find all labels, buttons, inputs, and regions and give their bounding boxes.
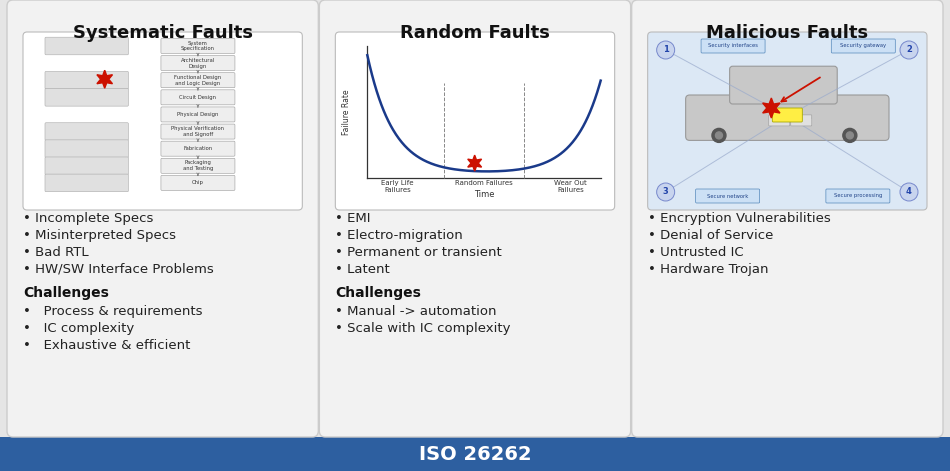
Text: • Permanent or transient: • Permanent or transient xyxy=(335,246,503,259)
FancyBboxPatch shape xyxy=(648,32,927,210)
FancyBboxPatch shape xyxy=(695,189,760,203)
Polygon shape xyxy=(467,155,482,171)
FancyBboxPatch shape xyxy=(161,56,235,71)
Text: •   IC complexity: • IC complexity xyxy=(23,322,134,335)
Text: Physical Verification
and Signoff: Physical Verification and Signoff xyxy=(171,126,224,137)
Text: Circuit Design: Circuit Design xyxy=(180,95,217,100)
FancyBboxPatch shape xyxy=(161,90,235,105)
Text: Early Life
Failures: Early Life Failures xyxy=(381,180,414,193)
Text: Packaging
and Testing: Packaging and Testing xyxy=(182,161,213,171)
Text: • Denial of Service: • Denial of Service xyxy=(648,229,773,242)
Text: Time: Time xyxy=(474,190,494,199)
Text: System
Specification: System Specification xyxy=(180,41,215,51)
Text: • Encryption Vulnerabilities: • Encryption Vulnerabilities xyxy=(648,212,830,225)
Text: Random Faults: Random Faults xyxy=(400,24,550,42)
Text: Fabrication: Fabrication xyxy=(183,146,213,151)
FancyBboxPatch shape xyxy=(45,174,128,192)
FancyBboxPatch shape xyxy=(161,39,235,54)
Text: Challenges: Challenges xyxy=(335,286,421,300)
FancyBboxPatch shape xyxy=(335,32,615,210)
FancyBboxPatch shape xyxy=(23,32,302,210)
FancyBboxPatch shape xyxy=(730,66,837,104)
Text: •   Process & requirements: • Process & requirements xyxy=(23,305,202,318)
Text: Secure network: Secure network xyxy=(707,194,749,198)
Text: 1: 1 xyxy=(663,46,669,55)
Circle shape xyxy=(900,41,918,59)
FancyBboxPatch shape xyxy=(831,39,895,53)
Text: • Manual -> automation: • Manual -> automation xyxy=(335,305,497,318)
Polygon shape xyxy=(97,70,112,88)
Text: Security interfaces: Security interfaces xyxy=(708,43,758,49)
Polygon shape xyxy=(763,98,780,118)
FancyBboxPatch shape xyxy=(45,140,128,157)
FancyBboxPatch shape xyxy=(701,39,765,53)
FancyBboxPatch shape xyxy=(769,115,789,126)
FancyBboxPatch shape xyxy=(161,73,235,88)
Text: 4: 4 xyxy=(906,187,912,196)
FancyBboxPatch shape xyxy=(45,123,128,140)
FancyBboxPatch shape xyxy=(790,115,812,126)
Text: • Latent: • Latent xyxy=(335,263,390,276)
Text: • Electro-migration: • Electro-migration xyxy=(335,229,463,242)
FancyBboxPatch shape xyxy=(45,89,128,106)
FancyBboxPatch shape xyxy=(45,72,128,89)
Text: High-speed
CAN: High-speed CAN xyxy=(790,116,812,125)
Text: Failure Rate: Failure Rate xyxy=(342,89,351,135)
Text: • Untrusted IC: • Untrusted IC xyxy=(648,246,743,259)
Text: Challenges: Challenges xyxy=(23,286,109,300)
Text: Wear Out
Failures: Wear Out Failures xyxy=(554,180,587,193)
FancyBboxPatch shape xyxy=(826,189,890,203)
FancyBboxPatch shape xyxy=(686,95,889,140)
Text: • Scale with IC complexity: • Scale with IC complexity xyxy=(335,322,511,335)
FancyBboxPatch shape xyxy=(45,157,128,175)
Text: • Hardware Trojan: • Hardware Trojan xyxy=(648,263,769,276)
FancyBboxPatch shape xyxy=(161,141,235,156)
Text: Systematic Faults: Systematic Faults xyxy=(72,24,253,42)
FancyBboxPatch shape xyxy=(45,37,128,55)
Text: Secure processing: Secure processing xyxy=(834,194,882,198)
Text: Security gateway: Security gateway xyxy=(840,43,886,49)
Text: • EMI: • EMI xyxy=(335,212,370,225)
FancyBboxPatch shape xyxy=(161,158,235,173)
Circle shape xyxy=(712,129,726,142)
Text: Malicious Faults: Malicious Faults xyxy=(706,24,868,42)
Text: ISO 26262: ISO 26262 xyxy=(419,445,531,463)
Text: • HW/SW Interface Problems: • HW/SW Interface Problems xyxy=(23,263,214,276)
Text: CAN FD: CAN FD xyxy=(772,118,787,122)
Text: Functional Design
and Logic Design: Functional Design and Logic Design xyxy=(175,75,221,86)
FancyBboxPatch shape xyxy=(319,0,631,437)
Text: Chip: Chip xyxy=(192,180,204,186)
Text: Random Failures: Random Failures xyxy=(455,180,513,186)
Circle shape xyxy=(843,129,857,142)
FancyBboxPatch shape xyxy=(161,175,235,190)
FancyBboxPatch shape xyxy=(161,107,235,122)
Text: 3: 3 xyxy=(663,187,669,196)
Text: Architectural
Design: Architectural Design xyxy=(180,58,215,68)
FancyBboxPatch shape xyxy=(772,108,803,122)
FancyBboxPatch shape xyxy=(161,124,235,139)
Text: 2: 2 xyxy=(906,46,912,55)
Text: • Misinterpreted Specs: • Misinterpreted Specs xyxy=(23,229,176,242)
Circle shape xyxy=(656,41,674,59)
Circle shape xyxy=(900,183,918,201)
Text: Physical Design: Physical Design xyxy=(178,112,218,117)
Text: •   Exhaustive & efficient: • Exhaustive & efficient xyxy=(23,339,190,352)
Circle shape xyxy=(846,132,853,139)
Text: • Bad RTL: • Bad RTL xyxy=(23,246,88,259)
Text: • Incomplete Specs: • Incomplete Specs xyxy=(23,212,153,225)
FancyBboxPatch shape xyxy=(7,0,318,437)
Circle shape xyxy=(715,132,722,139)
Circle shape xyxy=(656,183,674,201)
FancyBboxPatch shape xyxy=(0,437,950,471)
FancyBboxPatch shape xyxy=(632,0,943,437)
